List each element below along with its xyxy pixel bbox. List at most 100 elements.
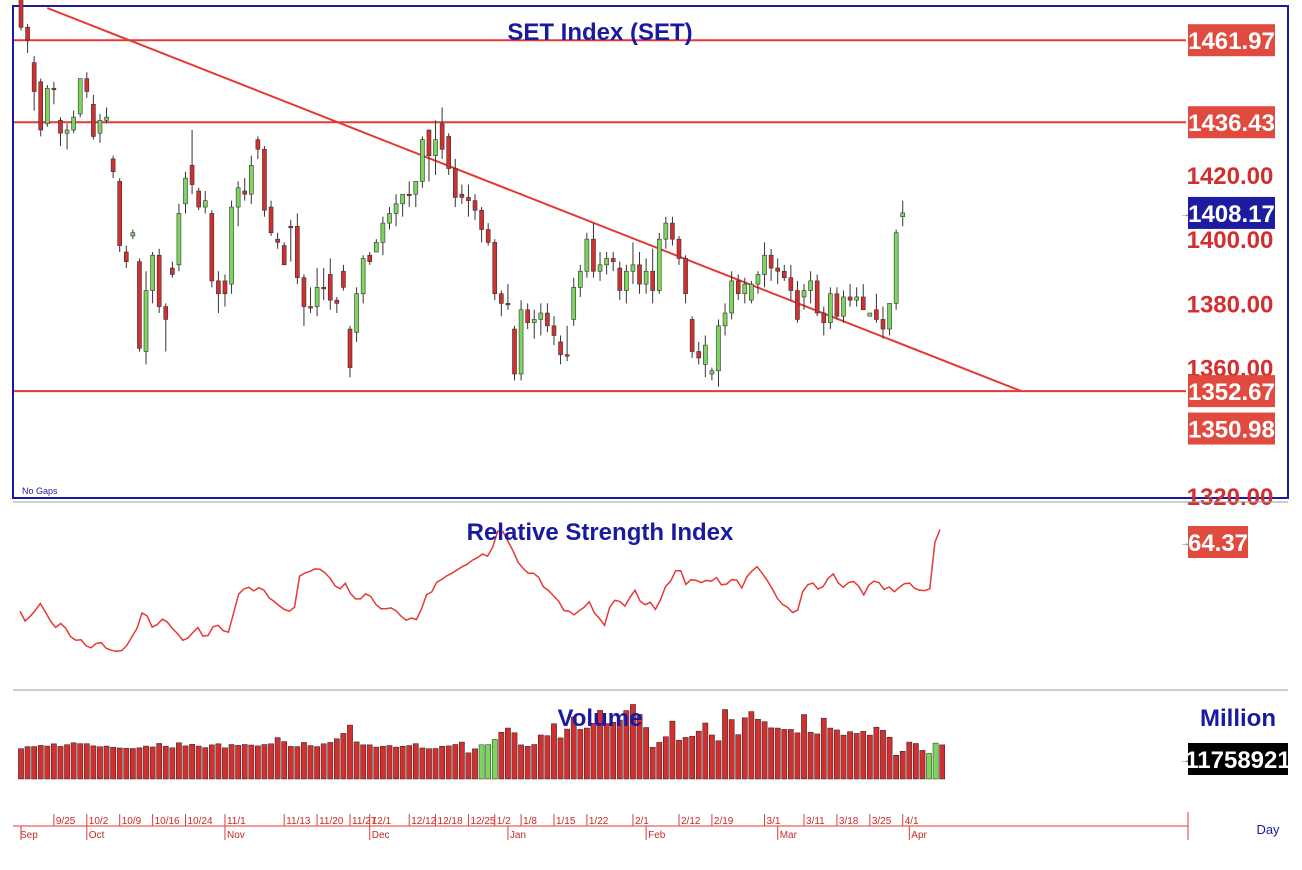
candle xyxy=(874,293,879,323)
candle xyxy=(617,261,623,301)
no-gaps-note: No Gaps xyxy=(22,486,58,496)
candle xyxy=(143,271,149,365)
volume-bar xyxy=(294,746,301,780)
candle xyxy=(551,316,557,346)
last-price-arrow: → xyxy=(1180,209,1190,220)
volume-bar xyxy=(840,734,847,780)
volume-bar xyxy=(682,737,689,780)
volume-bar xyxy=(748,711,755,780)
candle xyxy=(597,252,603,281)
volume-bar xyxy=(689,735,696,780)
candle xyxy=(722,303,728,336)
candle xyxy=(38,78,44,137)
volume-bar xyxy=(255,745,261,780)
volume-bar xyxy=(597,710,603,780)
time-axis: 9/25 10/2 10/9 10/16 10/24 11/1 11/13 11/20 11/2… xyxy=(13,812,1280,841)
volume-bar xyxy=(735,734,742,780)
volume-bar xyxy=(630,704,636,780)
volume-bar xyxy=(834,729,840,780)
candle xyxy=(91,94,96,140)
volume-bar xyxy=(814,733,821,780)
day-tick-label: 10/9 xyxy=(122,816,142,827)
volume-bar xyxy=(649,747,656,780)
candle xyxy=(814,274,820,317)
candle xyxy=(156,248,162,313)
volume-bar xyxy=(755,718,761,780)
volume-bar xyxy=(439,745,445,780)
volume-bar xyxy=(518,744,524,780)
candle xyxy=(229,200,234,294)
volume-bar xyxy=(70,742,77,780)
candle xyxy=(393,194,399,227)
volume-bar xyxy=(215,743,222,780)
candle xyxy=(347,325,353,378)
candle xyxy=(610,252,616,272)
volume-bar xyxy=(656,742,663,780)
volume-bar xyxy=(432,748,439,780)
volume-bar xyxy=(123,748,130,780)
price-title: SET Index (SET) xyxy=(507,19,692,46)
candle xyxy=(334,296,340,313)
candle xyxy=(117,178,122,252)
volume-bar xyxy=(268,743,274,780)
candle xyxy=(170,261,175,278)
volume-bar xyxy=(794,732,801,780)
volume-bar xyxy=(610,722,617,780)
volume-bar xyxy=(406,745,413,780)
candle xyxy=(689,316,695,358)
volume-bar xyxy=(636,714,643,780)
candle xyxy=(643,258,649,294)
candle xyxy=(222,274,228,307)
level-price-box: 1352.67 xyxy=(1188,375,1275,408)
volume-bar xyxy=(149,746,156,780)
volume-bar xyxy=(695,730,702,780)
candle xyxy=(637,252,642,294)
candle xyxy=(71,110,76,134)
month-tick-label: Jan xyxy=(510,830,526,841)
day-tick-label: 4/1 xyxy=(905,816,919,827)
volume-bar xyxy=(722,709,728,780)
candle xyxy=(163,303,169,352)
volume-bar xyxy=(564,728,570,780)
candle xyxy=(314,268,320,317)
candle xyxy=(275,232,280,249)
candle xyxy=(683,255,688,304)
candle xyxy=(45,85,50,127)
candle xyxy=(84,72,90,98)
volume-bar xyxy=(584,727,590,780)
price-panel-frame xyxy=(12,5,1289,499)
volume-bar xyxy=(820,717,827,780)
candle xyxy=(123,245,129,269)
candle xyxy=(834,287,840,320)
volume-bar xyxy=(77,743,84,780)
candle xyxy=(295,213,300,285)
day-tick-label: 10/24 xyxy=(188,816,213,827)
candle xyxy=(742,277,748,304)
candle xyxy=(735,274,741,301)
candle xyxy=(406,181,412,208)
candle xyxy=(670,216,675,246)
candle xyxy=(452,158,458,208)
volume-bar xyxy=(807,731,814,780)
volume-bar xyxy=(307,745,314,780)
candle xyxy=(841,290,846,323)
volume-bar xyxy=(465,752,472,780)
volume-bar xyxy=(327,742,334,780)
candle xyxy=(426,129,432,182)
volume-bar xyxy=(31,746,38,780)
volume-bar xyxy=(886,736,893,780)
candle xyxy=(64,123,70,150)
candle xyxy=(847,284,853,307)
candle xyxy=(301,274,307,326)
volume-bar xyxy=(182,745,189,780)
volume-bar xyxy=(110,747,116,780)
candle xyxy=(518,300,524,381)
candle xyxy=(249,155,254,204)
candle xyxy=(268,200,274,236)
volume-bar xyxy=(241,744,248,780)
volume-bar xyxy=(781,729,788,780)
volume-bar xyxy=(774,727,781,780)
volume-unit: Million xyxy=(1200,705,1276,732)
day-tick-label: 3/11 xyxy=(806,816,825,827)
candle xyxy=(321,268,326,301)
